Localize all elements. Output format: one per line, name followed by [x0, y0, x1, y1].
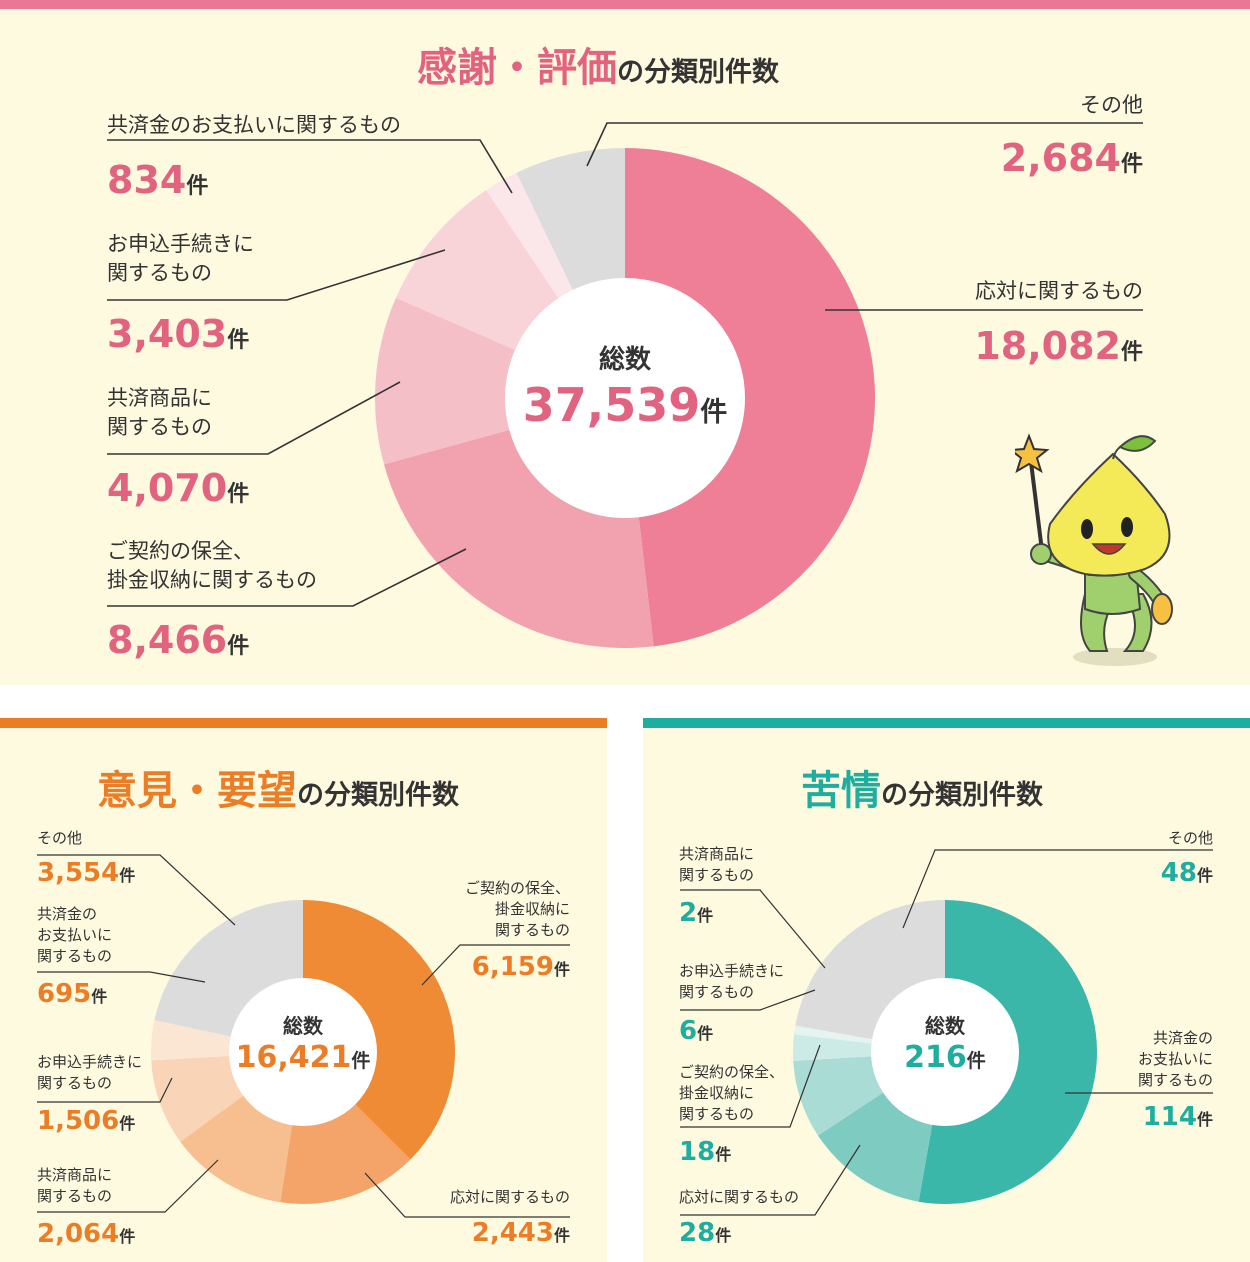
opinion-donut-chart	[37, 854, 570, 1218]
value-reception: 28件	[679, 1218, 732, 1248]
value-other: 48件	[1160, 858, 1213, 888]
opinion-total: 総数 16,421件	[235, 1014, 371, 1075]
leader-line	[107, 139, 513, 194]
label-other: その他	[1167, 829, 1213, 847]
leader-line	[37, 1159, 219, 1213]
value-payment: 695件	[37, 979, 108, 1009]
leader-line	[902, 849, 1213, 929]
complaint-total: 総数 216件	[904, 1014, 986, 1075]
slice-0	[625, 148, 876, 647]
appreciation-title: 感謝・評価の分類別件数	[417, 45, 779, 91]
label-contract: ご契約の保全、掛金収納に関するもの	[464, 879, 570, 939]
appreciation-panel: 感謝・評価の分類別件数 総数 37,539件 その他 2,684件 応対に関する…	[0, 0, 1250, 685]
complaint-donut-chart	[680, 849, 1213, 1216]
value-payment: 114件	[1142, 1102, 1213, 1132]
label-reception: 応対に関するもの	[679, 1188, 800, 1206]
donut-hole	[871, 978, 1019, 1126]
label-product: 共済商品に 関するもの	[37, 1166, 113, 1205]
leader-line	[680, 989, 816, 1011]
opinion-panel: 意見・要望の分類別件数 総数 16,421件 その他 3,554件 共済金の お支…	[0, 718, 607, 1262]
leader-line	[107, 548, 467, 607]
leader-line	[107, 249, 446, 301]
leader-line	[107, 381, 401, 455]
value-application: 1,506件	[37, 1106, 136, 1136]
label-application: お申込手続きに 関するもの	[107, 232, 254, 286]
value-product: 2,064件	[37, 1219, 136, 1249]
label-product: 共済商品に 関するもの	[679, 845, 755, 884]
label-reception: 応対に関するもの	[449, 1188, 570, 1206]
leader-line	[37, 971, 206, 983]
value-contract: 18件	[679, 1137, 732, 1167]
label-other: その他	[1080, 93, 1143, 117]
leader-line	[680, 1044, 821, 1128]
label-payment: 共済金のお支払いに関するもの	[37, 905, 113, 965]
donut-hole	[505, 278, 745, 518]
label-payment: 共済金のお支払いに関するもの	[107, 113, 401, 137]
leader-line	[37, 854, 236, 926]
value-product: 2件	[679, 898, 714, 928]
label-other: その他	[37, 829, 83, 847]
value-contract: 6,159件	[471, 952, 570, 982]
complaint-panel: 苦情の分類別件数 総数 216件 その他 48件 共済金の お支払いに 関するもの …	[643, 718, 1250, 1262]
appreciation-total: 総数 37,539件	[522, 345, 728, 432]
value-payment: 834件	[107, 158, 209, 202]
slice-3	[793, 1034, 945, 1061]
value-reception: 2,443件	[471, 1218, 570, 1248]
value-application: 6件	[679, 1016, 714, 1046]
value-reception: 18,082件	[974, 324, 1143, 368]
leader-line	[680, 889, 826, 969]
label-application: お申込手続きに 関するもの	[679, 962, 785, 1001]
label-contract: ご契約の保全、掛金収納に関するもの	[107, 539, 317, 593]
leader-line	[586, 122, 1143, 167]
value-contract: 8,466件	[107, 618, 250, 662]
label-contract: ご契約の保全、掛金収納に関するもの	[679, 1063, 785, 1123]
complaint-title: 苦情の分類別件数	[801, 768, 1043, 814]
value-other: 3,554件	[37, 858, 136, 888]
label-application: お申込手続きに 関するもの	[37, 1053, 143, 1092]
mascot	[1015, 433, 1173, 666]
slice-0	[303, 900, 456, 1160]
label-reception: 応対に関するもの	[975, 279, 1143, 303]
appreciation-donut-chart	[107, 122, 1143, 648]
value-other: 2,684件	[1000, 136, 1143, 180]
value-product: 4,070件	[107, 466, 250, 510]
label-product: 共済商品に 関するもの	[107, 386, 212, 440]
label-payment: 共済金のお支払いに関するもの	[1137, 1029, 1213, 1089]
opinion-title: 意見・要望の分類別件数	[97, 768, 459, 814]
donut-hole	[229, 978, 377, 1126]
leader-line	[680, 1144, 861, 1216]
value-application: 3,403件	[107, 312, 250, 356]
star-wand-icon	[1015, 433, 1050, 474]
leader-line	[37, 1077, 173, 1103]
leader-line	[364, 1172, 570, 1218]
slice-2	[375, 297, 625, 465]
leader-line	[421, 944, 570, 986]
